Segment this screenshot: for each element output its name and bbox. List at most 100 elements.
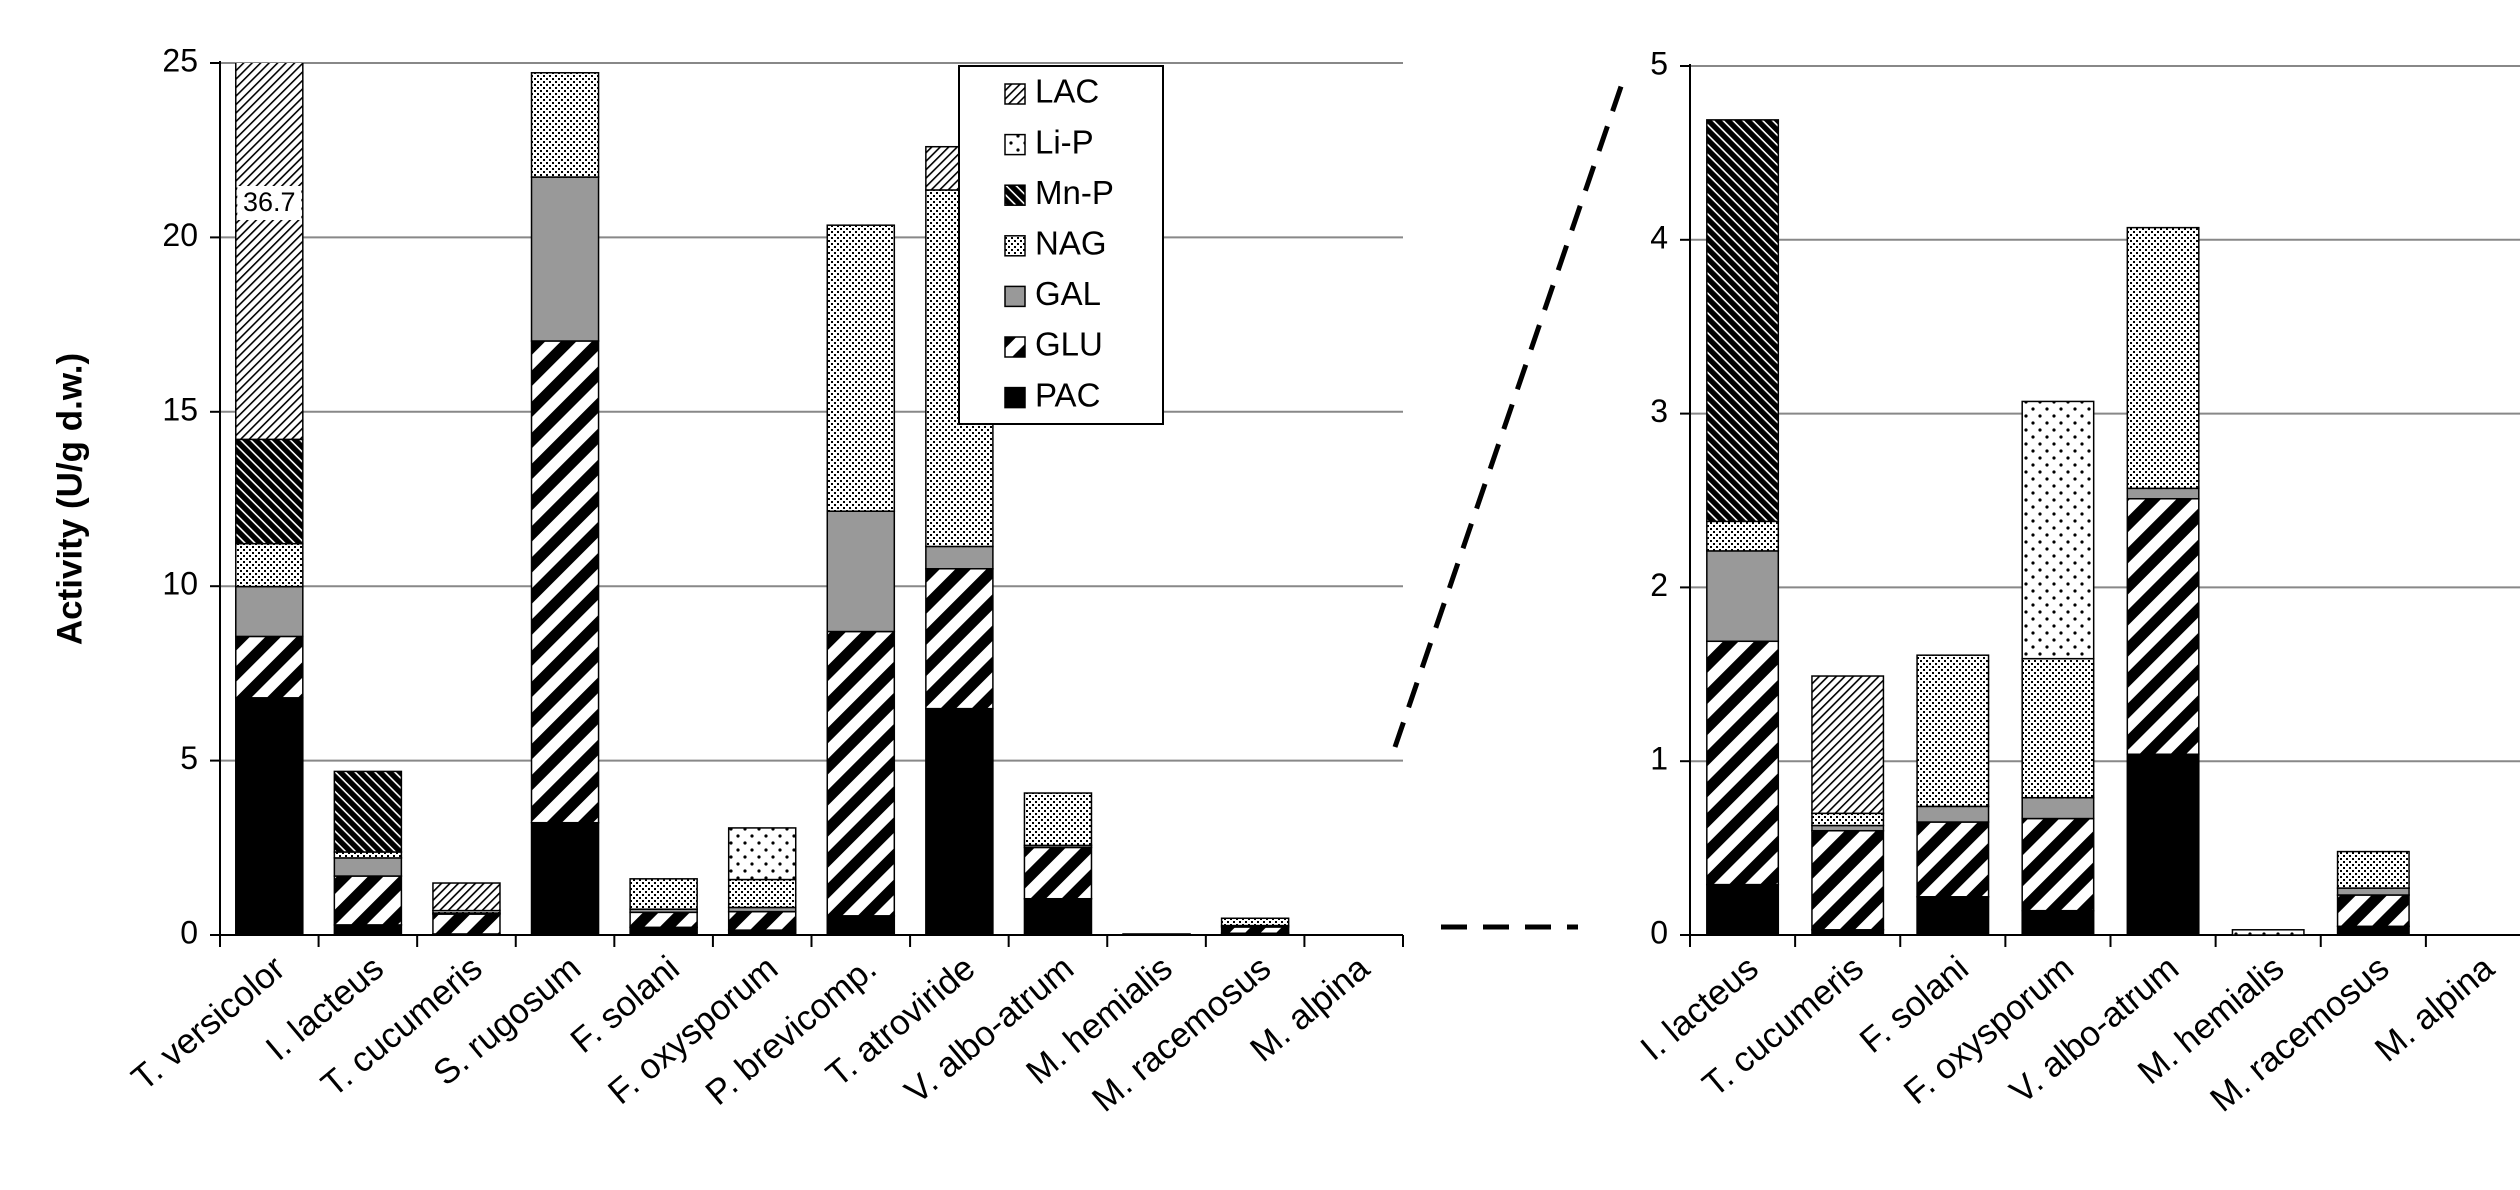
legend-label: GAL <box>1035 275 1101 312</box>
legend-swatch <box>1004 336 1026 358</box>
x-tick-label: M. racemosus <box>2203 948 2396 1119</box>
y-tick-label: 0 <box>1650 914 1668 950</box>
bar-segment <box>1916 654 1990 808</box>
annotation-bg <box>237 186 302 220</box>
bar-segment <box>629 926 698 935</box>
bar-segment <box>925 545 994 570</box>
bar-segment <box>727 827 797 881</box>
bar-segment <box>333 851 403 859</box>
bar-segment <box>826 224 896 512</box>
y-tick-label: 1 <box>1650 741 1668 777</box>
bar-segment <box>2336 850 2410 889</box>
bar-segment <box>1916 896 1990 935</box>
x-tick-label: P. brevicomp. <box>698 948 884 1113</box>
y-tick-label: 3 <box>1650 393 1668 429</box>
y-tick-label: 20 <box>162 217 198 253</box>
bar-segment <box>1811 929 1885 935</box>
legend-swatch <box>1004 386 1026 409</box>
bar-segment <box>1916 805 1990 823</box>
bar-segment <box>235 438 304 545</box>
bar-segment <box>629 911 698 929</box>
bar-segment <box>925 568 994 710</box>
bar-segment <box>2021 817 2095 912</box>
bar-segment <box>1122 933 1191 935</box>
bar-segment <box>1706 520 1780 552</box>
x-tick-label: T. versicolor <box>124 948 292 1098</box>
y-axis-title: Activity (U/g d.w.) <box>50 353 89 645</box>
bar-segment <box>1811 829 1885 931</box>
legend-swatch <box>1004 235 1026 257</box>
bar-segment <box>530 72 600 178</box>
bar-segment <box>432 882 501 912</box>
bar-segment <box>432 913 501 935</box>
x-tick-label: M. alpina <box>2368 948 2502 1070</box>
bar-segment <box>1023 897 1093 935</box>
legend-swatch <box>1004 83 1026 105</box>
bar-segment <box>530 821 600 935</box>
bar-segment <box>1916 821 1990 898</box>
bar-segment <box>235 697 304 935</box>
bar-segment <box>2126 498 2200 755</box>
legend-label: NAG <box>1035 225 1107 262</box>
y-tick-label: 25 <box>162 42 198 78</box>
bar-segment <box>727 910 797 931</box>
bar-segment <box>2336 894 2410 928</box>
bars <box>235 63 1290 935</box>
legend-swatch <box>1004 184 1026 206</box>
legend-swatch <box>1004 133 1026 156</box>
bar-segment <box>2336 925 2410 935</box>
y-tick-label: 5 <box>1650 45 1668 81</box>
bar-segment <box>1023 846 1093 900</box>
bar-segment <box>1706 883 1780 935</box>
bar-segment <box>530 176 600 342</box>
bar-segment <box>1706 550 1780 643</box>
bar-segment <box>2231 929 2305 935</box>
bar-segment <box>925 707 994 935</box>
legend-swatch <box>1004 285 1026 308</box>
bar-segment <box>530 340 600 824</box>
y-tick-label: 4 <box>1650 219 1668 255</box>
bar-segment <box>1811 812 1885 827</box>
bar-segment <box>235 585 304 638</box>
bar-segment <box>1220 917 1290 927</box>
bar-segment <box>727 878 797 909</box>
bar-segment <box>333 770 403 853</box>
legend-label: Li-P <box>1035 123 1094 160</box>
legend-label: PAC <box>1035 376 1100 413</box>
legend-label: Mn-P <box>1035 174 1114 211</box>
legend-box <box>958 65 1164 425</box>
x-tick-label: F. oxysporum <box>601 948 786 1112</box>
bar-segment <box>2021 400 2095 660</box>
bar-segment <box>2021 909 2095 935</box>
bar-segment <box>235 63 304 441</box>
bar-segment <box>235 635 304 699</box>
bar-segment <box>826 915 896 935</box>
bar-segment <box>235 542 304 588</box>
y-tick-label: 15 <box>162 391 198 427</box>
annotation: 36.7 <box>243 187 296 217</box>
bar-segment <box>1811 824 1885 832</box>
bar-segment <box>826 630 896 917</box>
bar-segment <box>2126 226 2200 490</box>
bars <box>1706 119 2410 935</box>
bar-segment <box>333 924 403 935</box>
zoom-connector <box>1392 71 1629 748</box>
bar-segment <box>1023 792 1093 847</box>
bar-segment <box>629 878 698 910</box>
bar-segment <box>2021 796 2095 820</box>
bar-segment <box>1220 926 1290 935</box>
bar-segment <box>2021 657 2095 799</box>
legend-label: GLU <box>1035 326 1103 363</box>
bar-segment <box>1706 119 1780 523</box>
y-tick-label: 2 <box>1650 567 1668 603</box>
bar-segment <box>1706 640 1780 886</box>
bar-segment <box>333 875 403 926</box>
bar-segment <box>2336 887 2410 896</box>
bar-segment <box>1811 675 1885 815</box>
x-tick-label: V. albo-atrum <box>898 948 1082 1111</box>
bar-segment <box>333 857 403 877</box>
legend-label: LAC <box>1035 73 1099 110</box>
y-tick-label: 10 <box>162 566 198 602</box>
